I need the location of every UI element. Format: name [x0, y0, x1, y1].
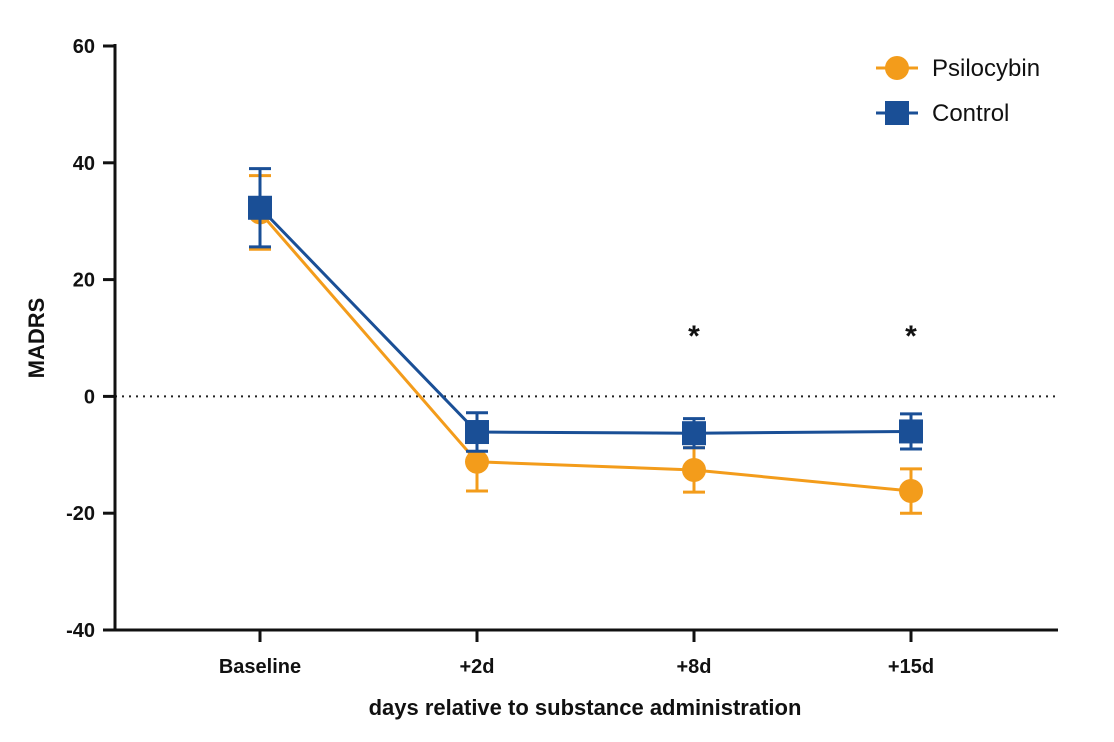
- y-tick-label: 40: [73, 153, 95, 175]
- series-control: [248, 167, 923, 453]
- data-point: [899, 479, 923, 504]
- legend-label: Control: [932, 100, 1009, 127]
- legend-label: Psilocybin: [932, 55, 1040, 82]
- y-axis-title: MADRS: [24, 298, 49, 379]
- y-tick-label: -40: [66, 620, 95, 642]
- data-point: [682, 421, 706, 446]
- x-tick-label: Baseline: [219, 656, 301, 678]
- axes-layer: 60 40 20 0 -20 -40 Baseline +2d +8d +15d: [66, 36, 1058, 678]
- y-tick-label: 20: [73, 270, 95, 292]
- legend-marker: [885, 56, 909, 80]
- series-layer: * *: [248, 167, 923, 515]
- significance-marker: *: [688, 320, 700, 353]
- data-point: [899, 419, 923, 444]
- x-tick-label: +15d: [888, 656, 934, 678]
- legend: Psilocybin Control: [876, 55, 1040, 127]
- y-tick-label: -20: [66, 503, 95, 525]
- data-point: [465, 420, 489, 445]
- significance-marker: *: [905, 320, 917, 353]
- x-tick-label: +8d: [676, 656, 711, 678]
- x-tick-label: +2d: [459, 656, 494, 678]
- y-tick-label: 0: [84, 386, 95, 408]
- series-psilocybin: [248, 174, 923, 515]
- x-axis-title: days relative to substance administratio…: [369, 695, 802, 720]
- legend-item-control: Control: [876, 100, 1009, 127]
- data-point: [682, 457, 706, 482]
- series-line: [258, 211, 912, 493]
- legend-marker: [885, 101, 909, 125]
- y-tick-label: 60: [73, 36, 95, 58]
- data-point: [465, 449, 489, 474]
- legend-item-psilocybin: Psilocybin: [876, 55, 1040, 82]
- series-line: [258, 206, 912, 435]
- data-point: [248, 195, 272, 220]
